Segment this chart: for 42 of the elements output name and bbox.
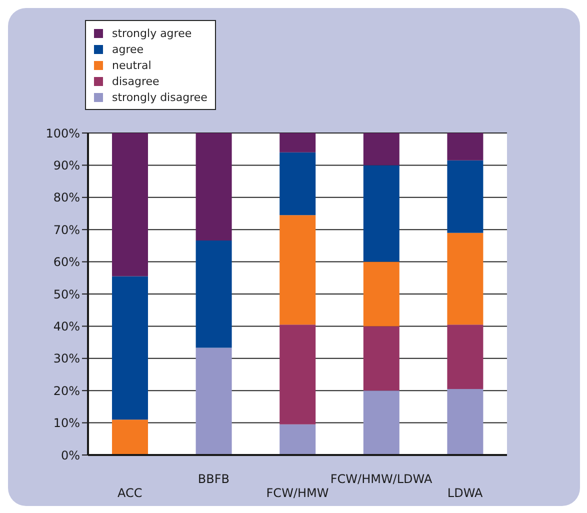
bar xyxy=(447,133,484,160)
bar xyxy=(112,133,148,276)
y-tick-label: 80% xyxy=(53,190,80,205)
bar xyxy=(447,232,484,325)
bar xyxy=(196,240,232,348)
bar xyxy=(112,420,148,455)
bar xyxy=(363,133,400,166)
bar xyxy=(363,326,400,391)
x-tick-label: FCW/HMW/LDWA xyxy=(330,472,433,486)
bar xyxy=(447,160,484,233)
legend-label: strongly agree xyxy=(112,26,192,40)
bar xyxy=(447,388,484,455)
bar xyxy=(280,424,316,455)
bar xyxy=(112,276,148,420)
x-tick-label: ACC xyxy=(118,486,142,500)
bar xyxy=(363,165,400,262)
bar xyxy=(280,152,316,216)
x-tick-label: BBFB xyxy=(198,472,230,486)
x-tick-label: LDWA xyxy=(447,486,484,500)
bar xyxy=(196,133,232,241)
bar xyxy=(363,262,400,326)
y-tick-label: 40% xyxy=(53,319,80,334)
bar xyxy=(363,390,400,455)
y-tick-label: 50% xyxy=(53,287,80,302)
bar xyxy=(280,215,316,325)
y-tick-label: 70% xyxy=(53,222,80,237)
bar xyxy=(196,348,232,455)
y-tick-label: 10% xyxy=(53,416,80,430)
legend-label: agree xyxy=(112,42,144,56)
legend-label: strongly disagree xyxy=(112,90,208,104)
x-tick-label: FCW/HMW xyxy=(266,486,329,500)
y-tick-label: 30% xyxy=(53,352,80,366)
y-tick-label: 60% xyxy=(53,255,80,270)
y-tick-label: 90% xyxy=(53,158,80,172)
y-tick-label: 0% xyxy=(60,448,80,462)
bar xyxy=(280,324,316,424)
legend-label: disagree xyxy=(112,74,160,88)
bar xyxy=(447,324,484,389)
legend-label: neutral xyxy=(112,58,152,72)
y-tick-label: 100% xyxy=(46,126,80,140)
bar xyxy=(280,133,316,152)
y-tick-label: 20% xyxy=(53,384,80,398)
